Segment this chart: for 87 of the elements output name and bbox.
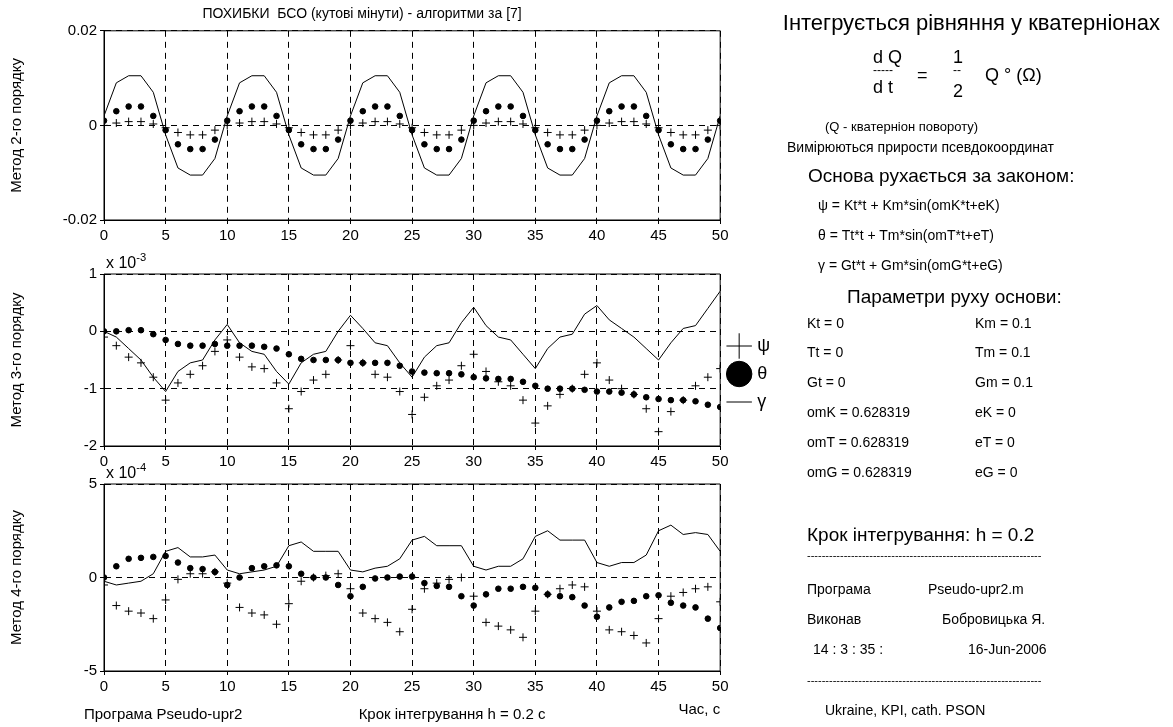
legend-label: θ — [757, 362, 768, 383]
x-tick-label: 10 — [218, 677, 236, 695]
text: ---------------------------------------------------------------- — [807, 674, 1042, 686]
text: eG = 0 — [975, 464, 1018, 480]
x-tick-label: 30 — [465, 452, 483, 470]
text: Km = 0.1 — [975, 315, 1032, 331]
y-tick-label: 1 — [88, 264, 97, 282]
text: 16-Jun-2006 — [968, 641, 1047, 657]
y-tick-label: -1 — [83, 378, 97, 396]
y-tick-label: 0 — [88, 115, 97, 133]
text: Ukraine, KPI, cath. PSON — [825, 702, 986, 718]
text: ---------------------------------------------------------------- — [807, 549, 1042, 561]
x-axis-title: Час, с — [678, 700, 721, 718]
x-tick-label: 40 — [588, 226, 606, 244]
text: Kt = 0 — [807, 315, 844, 331]
legend-label: γ — [757, 390, 767, 411]
x-tick-label: 5 — [161, 677, 170, 695]
x-tick-label: 0 — [99, 677, 109, 695]
y-axis-title: Метод 3-го порядку — [7, 292, 25, 428]
text: Параметри руху основи: — [847, 286, 1062, 307]
text: Бобровицька Я. — [942, 611, 1046, 627]
text: Tm = 0.1 — [975, 344, 1031, 360]
x-tick-label: 30 — [465, 226, 483, 244]
text: Основа рухається за законом: — [808, 165, 1075, 186]
x-tick-label: 20 — [342, 677, 359, 695]
x-tick-label: 0 — [99, 226, 109, 244]
x-tick-label: 35 — [526, 226, 544, 244]
text: (Q - кватерніон повороту) — [825, 119, 979, 134]
text: Крок інтегрування: h = 0.2 — [807, 524, 1035, 545]
text: Крок інтегрування h = 0.2 с — [358, 705, 547, 722]
text: θ = Tt*t + Tm*sin(omT*t+eT) — [818, 227, 994, 243]
text: Pseudo-upr2.m — [928, 581, 1024, 597]
x-tick-label: 40 — [588, 677, 606, 695]
text: omG = 0.628319 — [807, 464, 912, 480]
y-tick-label: 0 — [88, 321, 97, 339]
text: ψ = Kt*t + Km*sin(omK*t+eK) — [818, 197, 1000, 213]
text: eK = 0 — [975, 404, 1016, 420]
x-tick-label: 0 — [99, 452, 109, 470]
text: 2 — [953, 81, 964, 101]
x-tick-label: 40 — [588, 452, 606, 470]
chart-title: ПОХИБКИ БСО (кутові мінути) - алгоритми за [7] — [202, 5, 522, 22]
x-tick-label: 45 — [650, 452, 667, 470]
text: Інтегрується рівняння у кватерніонах — [782, 10, 1160, 35]
text: = — [917, 65, 928, 85]
x-tick-label: 10 — [218, 452, 236, 470]
text: 14 : 3 : 35 : — [813, 641, 884, 657]
text: Tt = 0 — [807, 344, 844, 360]
x-tick-label: 5 — [161, 226, 170, 244]
text: Виконав — [807, 611, 862, 627]
x-tick-label: 25 — [403, 677, 421, 695]
y-axis-title: Метод 4-го порядку — [7, 509, 25, 645]
x-tick-label: 25 — [403, 226, 421, 244]
x-tick-label: 20 — [342, 452, 359, 470]
text: Gm = 0.1 — [975, 374, 1033, 390]
x-tick-label: 35 — [526, 452, 544, 470]
x-tick-label: 5 — [161, 452, 170, 470]
y-tick-label: -0.02 — [62, 210, 97, 228]
x-tick-label: 20 — [342, 226, 359, 244]
text: d t — [873, 77, 894, 97]
x-tick-label: 15 — [280, 226, 298, 244]
x-tick-label: 50 — [711, 226, 729, 244]
x-tick-label: 30 — [465, 677, 483, 695]
x-tick-label: 10 — [218, 226, 236, 244]
y-tick-label: 5 — [88, 474, 97, 492]
x-tick-label: 50 — [711, 452, 729, 470]
text: Програма — [807, 581, 871, 597]
x-tick-label: 50 — [711, 677, 729, 695]
text: Q ° (Ω) — [985, 65, 1042, 85]
text: Вимірюються прирости псевдокоординат — [787, 139, 1054, 155]
x-tick-label: 35 — [526, 677, 544, 695]
x-tick-label: 15 — [280, 677, 298, 695]
legend-label: ψ — [757, 334, 771, 355]
x-tick-label: 15 — [280, 452, 298, 470]
text: Програма Pseudo-upr2 — [84, 705, 243, 722]
y-axis-title: Метод 2-го порядку — [7, 57, 25, 193]
x-tick-label: 45 — [650, 226, 667, 244]
x-tick-label: 45 — [650, 677, 667, 695]
x-tick-label: 25 — [403, 452, 421, 470]
text: γ = Gt*t + Gm*sin(omG*t+eG) — [818, 257, 1003, 273]
y-tick-label: -5 — [83, 661, 97, 679]
y-tick-label: 0 — [88, 567, 97, 585]
text: eT = 0 — [975, 434, 1015, 450]
text: omK = 0.628319 — [807, 404, 911, 420]
y-tick-label: -2 — [83, 436, 97, 454]
text: omT = 0.628319 — [807, 434, 910, 450]
text: Gt = 0 — [807, 374, 846, 390]
y-tick-label: 0.02 — [67, 20, 97, 38]
